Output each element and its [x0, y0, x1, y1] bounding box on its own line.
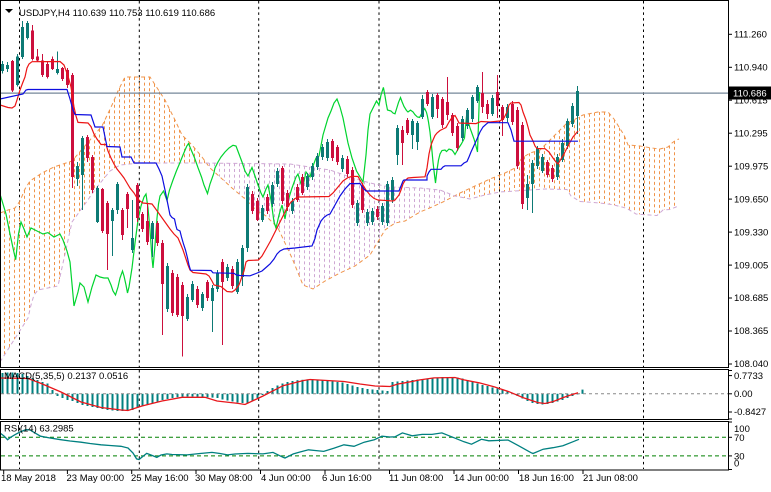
svg-text:70: 70	[734, 433, 745, 444]
svg-text:30 May 08:00: 30 May 08:00	[195, 473, 253, 484]
svg-text:108.365: 108.365	[734, 326, 768, 337]
svg-text:110.940: 110.940	[734, 63, 768, 74]
svg-text:109.330: 109.330	[734, 227, 768, 238]
svg-text:108.040: 108.040	[734, 359, 768, 370]
svg-text:4 Jun 00:00: 4 Jun 00:00	[261, 473, 311, 484]
svg-text:0.7733: 0.7733	[734, 371, 763, 382]
svg-text:MACD(5,35,5) 0.2137 0.0516: MACD(5,35,5) 0.2137 0.0516	[4, 371, 128, 382]
svg-text:0.00: 0.00	[734, 389, 753, 400]
svg-text:110.615: 110.615	[734, 95, 768, 106]
svg-text:6 Jun 16:00: 6 Jun 16:00	[322, 473, 372, 484]
svg-text:110.295: 110.295	[734, 128, 768, 139]
svg-text:11 Jun 08:00: 11 Jun 08:00	[389, 473, 443, 484]
svg-text:-0.8427: -0.8427	[734, 407, 766, 418]
svg-text:111.260: 111.260	[734, 30, 767, 41]
svg-text:USDJPY,H4 110.639 110.753 110: USDJPY,H4 110.639 110.753 110.619 110.68…	[19, 8, 215, 19]
svg-text:25 May 16:00: 25 May 16:00	[131, 473, 189, 484]
svg-text:18 May 2018: 18 May 2018	[1, 473, 56, 484]
svg-text:18 Jun 16:00: 18 Jun 16:00	[519, 473, 574, 484]
svg-text:0: 0	[734, 458, 739, 469]
svg-text:21 Jun 08:00: 21 Jun 08:00	[583, 473, 638, 484]
svg-text:30: 30	[734, 452, 745, 463]
svg-text:14 Jun 00:00: 14 Jun 00:00	[454, 473, 509, 484]
svg-text:109.005: 109.005	[734, 260, 768, 271]
svg-text:108.685: 108.685	[734, 293, 768, 304]
svg-text:100: 100	[734, 424, 750, 435]
svg-text:109.650: 109.650	[734, 194, 768, 205]
svg-text:109.975: 109.975	[734, 161, 768, 172]
svg-text:110.686: 110.686	[733, 89, 767, 100]
svg-text:RSI(14) 63.2985: RSI(14) 63.2985	[4, 424, 74, 435]
svg-text:23 May 00:00: 23 May 00:00	[67, 473, 125, 484]
